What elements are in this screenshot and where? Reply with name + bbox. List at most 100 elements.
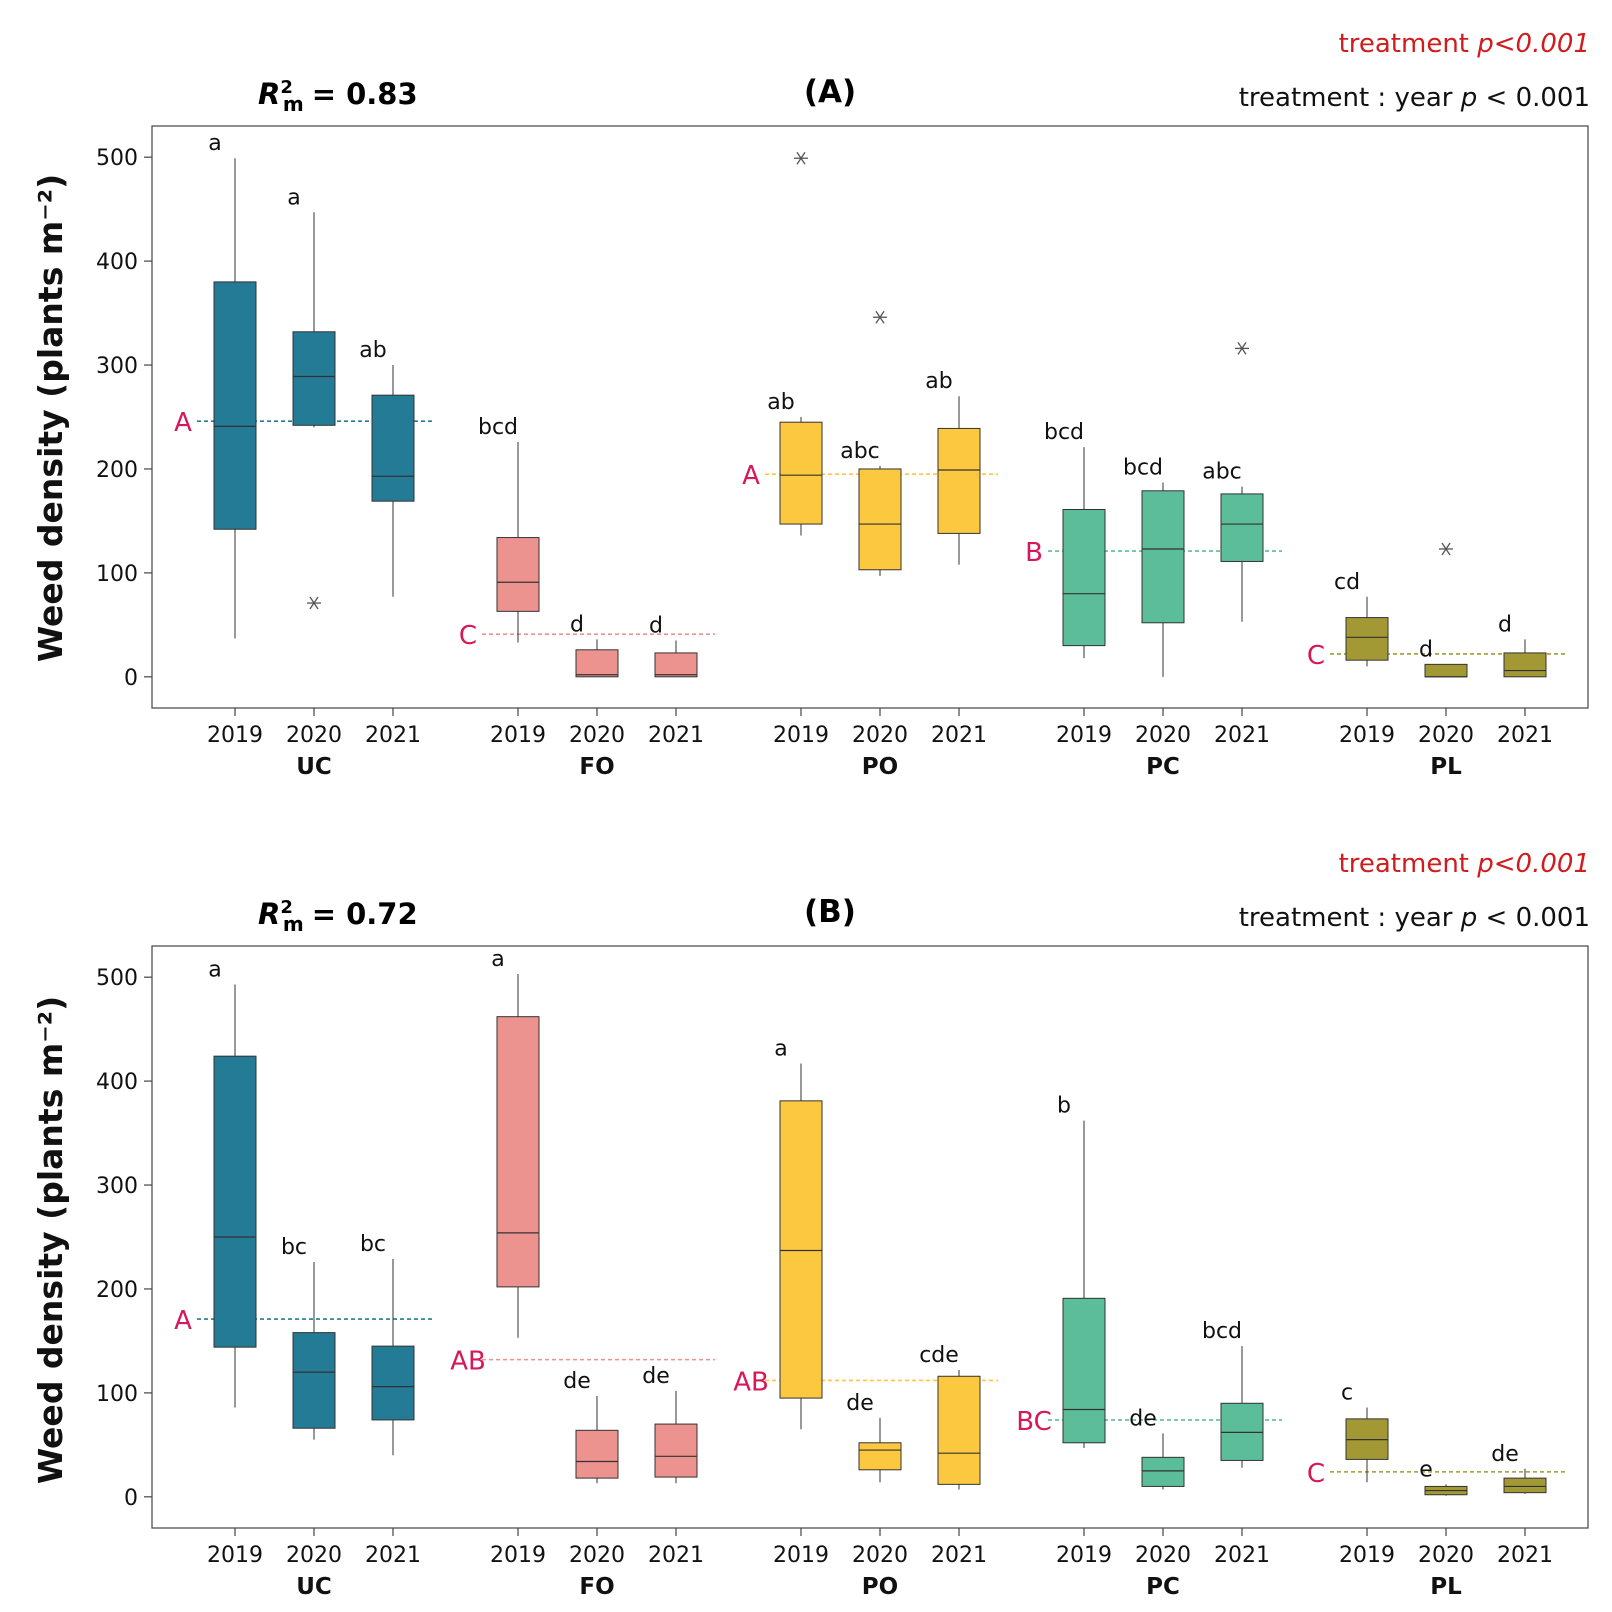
box — [1503, 1477, 1547, 1494]
significance-letter: ab — [925, 369, 952, 394]
significance-letter: d — [570, 612, 584, 637]
significance-letter: a — [491, 947, 504, 972]
y-tick-label: 400 — [96, 1070, 138, 1095]
box — [213, 281, 257, 530]
interaction-significance: treatment : year p < 0.001 — [1239, 83, 1590, 113]
r2-label: R2 m = 0.72 — [258, 897, 418, 936]
x-tick-label: 2019 — [490, 723, 546, 748]
interaction-significance: treatment : year p < 0.001 — [1239, 903, 1590, 933]
significance-letter: b — [1057, 1094, 1071, 1119]
outlier-marker — [794, 151, 808, 165]
group-label: FO — [579, 1574, 614, 1600]
y-tick-label: 100 — [96, 1382, 138, 1407]
box — [937, 427, 981, 534]
group-label: UC — [296, 1574, 332, 1600]
x-tick-label: 2019 — [490, 1543, 546, 1568]
x-tick-label: 2020 — [569, 1543, 625, 1568]
x-tick-label: 2021 — [365, 723, 421, 748]
significance-letter: de — [563, 1369, 591, 1394]
significance-letter: cd — [1334, 570, 1360, 595]
x-tick-label: 2020 — [286, 1543, 342, 1568]
box — [1062, 1297, 1106, 1444]
box — [779, 421, 823, 525]
y-axis-label: Weed density (plants m⁻²) — [31, 996, 70, 1484]
outlier-stroke — [796, 151, 806, 165]
box — [1141, 1456, 1185, 1487]
box — [575, 649, 619, 678]
box — [937, 1375, 981, 1485]
box — [858, 468, 902, 571]
y-tick-label: 500 — [96, 146, 138, 171]
x-tick-label: 2019 — [1056, 1543, 1112, 1568]
r2-label: R2 m = 0.83 — [258, 77, 418, 116]
outlier-stroke — [1237, 342, 1247, 355]
outlier-marker — [307, 596, 321, 610]
y-tick-label: 500 — [96, 966, 138, 991]
significance-letter: cde — [919, 1343, 959, 1368]
y-tick-label: 0 — [124, 666, 138, 691]
treatment-letter: A — [174, 1306, 192, 1336]
x-tick-label: 2019 — [773, 1543, 829, 1568]
treatment-letter: AB — [733, 1367, 769, 1397]
box — [213, 1055, 257, 1348]
significance-letter: de — [1129, 1406, 1157, 1431]
significance-letter: de — [1491, 1442, 1519, 1467]
y-tick-label: 200 — [96, 1278, 138, 1303]
x-tick-label: 2021 — [648, 1543, 704, 1568]
significance-letter: bc — [360, 1232, 386, 1257]
y-axis-label: Weed density (plants m⁻²) — [31, 174, 70, 662]
significance-letter: d — [1498, 612, 1512, 637]
outlier-stroke — [875, 310, 885, 324]
significance-letter: a — [774, 1036, 787, 1061]
plot-frame — [151, 125, 1589, 709]
box — [1345, 617, 1389, 661]
x-tick-label: 2020 — [852, 1543, 908, 1568]
plot-frame — [151, 945, 1589, 1529]
x-tick-label: 2019 — [207, 1543, 263, 1568]
treatment-letter: BC — [1016, 1407, 1052, 1437]
group-pc: PC B 2019 bcd 2020 bcd 2021 abc — [1025, 342, 1282, 780]
x-tick-label: 2020 — [569, 723, 625, 748]
treatment-letter: C — [1307, 641, 1325, 671]
box — [371, 394, 415, 502]
x-tick-label: 2020 — [1418, 1543, 1474, 1568]
treatment-significance: treatment p<0.001 — [1339, 29, 1590, 59]
panel-b: (B) R2 m = 0.72 treatment p<0.001 treatment :… — [31, 849, 1590, 1600]
group-po: PO A 2019 ab 2020 abc 2021 ab — [742, 151, 998, 780]
box — [654, 1423, 698, 1478]
x-tick-label: 2021 — [648, 723, 704, 748]
x-tick-label: 2020 — [852, 723, 908, 748]
panel-title: (B) — [804, 894, 856, 930]
outlier-stroke — [309, 596, 319, 610]
x-tick-label: 2021 — [1497, 723, 1553, 748]
box — [1141, 490, 1185, 624]
significance-letter: c — [1341, 1380, 1353, 1405]
outlier-marker — [873, 310, 887, 324]
panel-a: (A) R2 m = 0.83 treatment p<0.001 treatment :… — [31, 29, 1590, 780]
box — [371, 1345, 415, 1421]
treatment-letter: AB — [450, 1347, 486, 1377]
x-tick-label: 2020 — [1418, 723, 1474, 748]
group-label: PC — [1146, 754, 1180, 780]
significance-letter: ab — [767, 390, 794, 415]
box — [496, 1016, 540, 1288]
group-label: PC — [1146, 1574, 1180, 1600]
significance-letter: bcd — [478, 415, 518, 440]
box — [858, 1442, 902, 1471]
significance-letter: abc — [840, 439, 880, 464]
y-tick-label: 300 — [96, 354, 138, 379]
group-label: FO — [579, 754, 614, 780]
x-tick-label: 2019 — [207, 723, 263, 748]
group-label: PL — [1430, 1574, 1462, 1600]
significance-letter: bcd — [1123, 455, 1163, 480]
significance-letter: de — [846, 1391, 874, 1416]
group-label: UC — [296, 754, 332, 780]
group-uc: UC A 2019 a 2020 bc 2021 bc — [174, 957, 432, 1600]
x-tick-label: 2019 — [1339, 1543, 1395, 1568]
group-fo: FO C 2019 bcd 2020 d 2021 d — [459, 415, 715, 780]
x-tick-label: 2019 — [773, 723, 829, 748]
box — [1503, 652, 1547, 678]
significance-letter: d — [649, 613, 663, 638]
treatment-letter: C — [459, 621, 477, 651]
